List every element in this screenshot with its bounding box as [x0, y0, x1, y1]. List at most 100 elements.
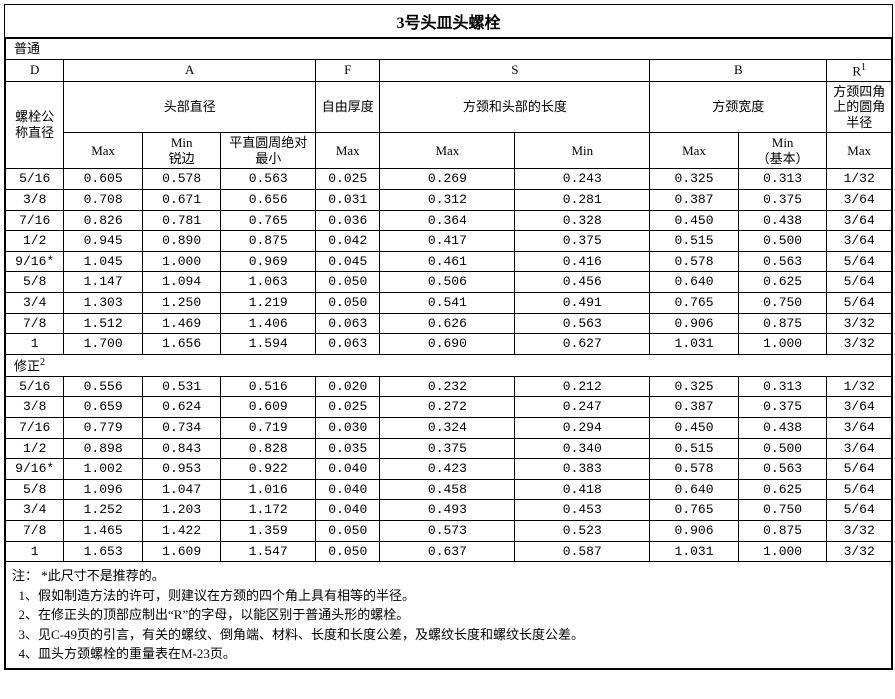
- cell-a3: 1.359: [221, 520, 316, 541]
- cell-b2: 0.563: [738, 251, 827, 272]
- cell-s1: 0.541: [380, 293, 515, 314]
- table-row: 7/160.7790.7340.7190.0300.3240.2940.4500…: [6, 417, 892, 438]
- col-free-thickness: 自由厚度: [316, 81, 380, 133]
- section-row-corrected: 修正2: [6, 354, 892, 376]
- cell-b1: 0.578: [650, 251, 739, 272]
- cell-b1: 1.031: [650, 334, 739, 355]
- col-B-max: Max: [650, 133, 739, 169]
- table-row: 7/81.4651.4221.3590.0500.5730.5230.9060.…: [6, 520, 892, 541]
- cell-d: 7/16: [6, 210, 64, 231]
- cell-s2: 0.243: [515, 169, 650, 190]
- cell-b1: 0.906: [650, 313, 739, 334]
- cell-b1: 0.325: [650, 376, 739, 397]
- cell-d: 1: [6, 334, 64, 355]
- cell-a1: 0.605: [64, 169, 143, 190]
- cell-a3: 0.563: [221, 169, 316, 190]
- cell-a1: 1.512: [64, 313, 143, 334]
- cell-f: 0.020: [316, 376, 380, 397]
- cell-b2: 0.313: [738, 169, 827, 190]
- cell-r: 1/32: [827, 169, 892, 190]
- table-row: 11.7001.6561.5940.0630.6900.6271.0311.00…: [6, 334, 892, 355]
- cell-d: 9/16*: [6, 251, 64, 272]
- cell-s2: 0.340: [515, 438, 650, 459]
- cell-f: 0.035: [316, 438, 380, 459]
- cell-f: 0.050: [316, 272, 380, 293]
- table-row: 3/80.7080.6710.6560.0310.3120.2810.3870.…: [6, 190, 892, 211]
- cell-b1: 0.387: [650, 190, 739, 211]
- table-row: 5/160.6050.5780.5630.0250.2690.2430.3250…: [6, 169, 892, 190]
- cell-s1: 0.637: [380, 541, 515, 562]
- cell-s1: 0.423: [380, 459, 515, 480]
- cell-a2: 1.203: [142, 500, 221, 521]
- cell-f: 0.050: [316, 541, 380, 562]
- cell-r: 3/64: [827, 231, 892, 252]
- cell-r: 5/64: [827, 500, 892, 521]
- cell-a2: 1.047: [142, 479, 221, 500]
- section-normal-label: 普通: [6, 39, 892, 60]
- header-row-3: Max Min 锐边 平直圆周绝对最小 Max Max Min Max Min …: [6, 133, 892, 169]
- cell-s1: 0.375: [380, 438, 515, 459]
- cell-r: 3/32: [827, 334, 892, 355]
- notes-cell: 注： *此尺寸不是推荐的。 1、假如制造方法的许可，则建议在方颈的四个角上具有相…: [6, 562, 892, 669]
- notes-star: *此尺寸不是推荐的。: [38, 568, 165, 583]
- cell-s1: 0.232: [380, 376, 515, 397]
- cell-a3: 1.172: [221, 500, 316, 521]
- table-row: 3/41.2521.2031.1720.0400.4930.4530.7650.…: [6, 500, 892, 521]
- cell-s1: 0.493: [380, 500, 515, 521]
- cell-f: 0.040: [316, 459, 380, 480]
- cell-f: 0.025: [316, 169, 380, 190]
- cell-a2: 1.656: [142, 334, 221, 355]
- cell-f: 0.063: [316, 313, 380, 334]
- table-row: 1/20.9450.8900.8750.0420.4170.3750.5150.…: [6, 231, 892, 252]
- section-corrected-label: 修正2: [6, 354, 892, 376]
- col-A-max: Max: [64, 133, 143, 169]
- cell-b1: 0.578: [650, 459, 739, 480]
- cell-a2: 1.094: [142, 272, 221, 293]
- cell-a2: 0.671: [142, 190, 221, 211]
- cell-a1: 1.465: [64, 520, 143, 541]
- cell-b1: 0.765: [650, 293, 739, 314]
- cell-b1: 0.450: [650, 210, 739, 231]
- notes-row: 注： *此尺寸不是推荐的。 1、假如制造方法的许可，则建议在方颈的四个角上具有相…: [6, 562, 892, 669]
- col-head-dia: 头部直径: [64, 81, 316, 133]
- cell-b2: 0.313: [738, 376, 827, 397]
- cell-a3: 1.063: [221, 272, 316, 293]
- cell-s2: 0.294: [515, 417, 650, 438]
- cell-r: 3/64: [827, 190, 892, 211]
- cell-b2: 0.875: [738, 313, 827, 334]
- cell-a2: 0.624: [142, 397, 221, 418]
- section-row-normal: 普通: [6, 39, 892, 60]
- cell-a3: 0.875: [221, 231, 316, 252]
- cell-a1: 0.779: [64, 417, 143, 438]
- specification-table: 3号头皿头螺栓 普通 D A F S B R1 螺栓公称直径 头部直径 自由厚度…: [4, 4, 893, 670]
- cell-f: 0.040: [316, 479, 380, 500]
- cell-s1: 0.324: [380, 417, 515, 438]
- cell-b2: 0.375: [738, 190, 827, 211]
- note-1: 1、假如制造方法的许可，则建议在方颈的四个角上具有相等的半径。: [19, 588, 416, 603]
- cell-a2: 0.781: [142, 210, 221, 231]
- cell-f: 0.042: [316, 231, 380, 252]
- data-body-corrected: 5/160.5560.5310.5160.0200.2320.2120.3250…: [6, 376, 892, 561]
- cell-a3: 1.547: [221, 541, 316, 562]
- table-row: 5/81.1471.0941.0630.0500.5060.4560.6400.…: [6, 272, 892, 293]
- cell-s1: 0.690: [380, 334, 515, 355]
- col-R: R1: [827, 59, 892, 81]
- cell-f: 0.045: [316, 251, 380, 272]
- cell-a2: 1.469: [142, 313, 221, 334]
- cell-s1: 0.417: [380, 231, 515, 252]
- cell-b1: 0.906: [650, 520, 739, 541]
- cell-f: 0.050: [316, 293, 380, 314]
- cell-s1: 0.506: [380, 272, 515, 293]
- cell-s2: 0.587: [515, 541, 650, 562]
- cell-r: 3/64: [827, 438, 892, 459]
- col-D: D: [6, 59, 64, 81]
- col-A-min-sharp: Min 锐边: [142, 133, 221, 169]
- cell-d: 7/8: [6, 313, 64, 334]
- cell-b2: 0.625: [738, 479, 827, 500]
- cell-s1: 0.573: [380, 520, 515, 541]
- cell-a2: 0.734: [142, 417, 221, 438]
- cell-a2: 1.250: [142, 293, 221, 314]
- table-row: 9/16*1.0020.9530.9220.0400.4230.3830.578…: [6, 459, 892, 480]
- cell-r: 3/64: [827, 210, 892, 231]
- cell-f: 0.050: [316, 520, 380, 541]
